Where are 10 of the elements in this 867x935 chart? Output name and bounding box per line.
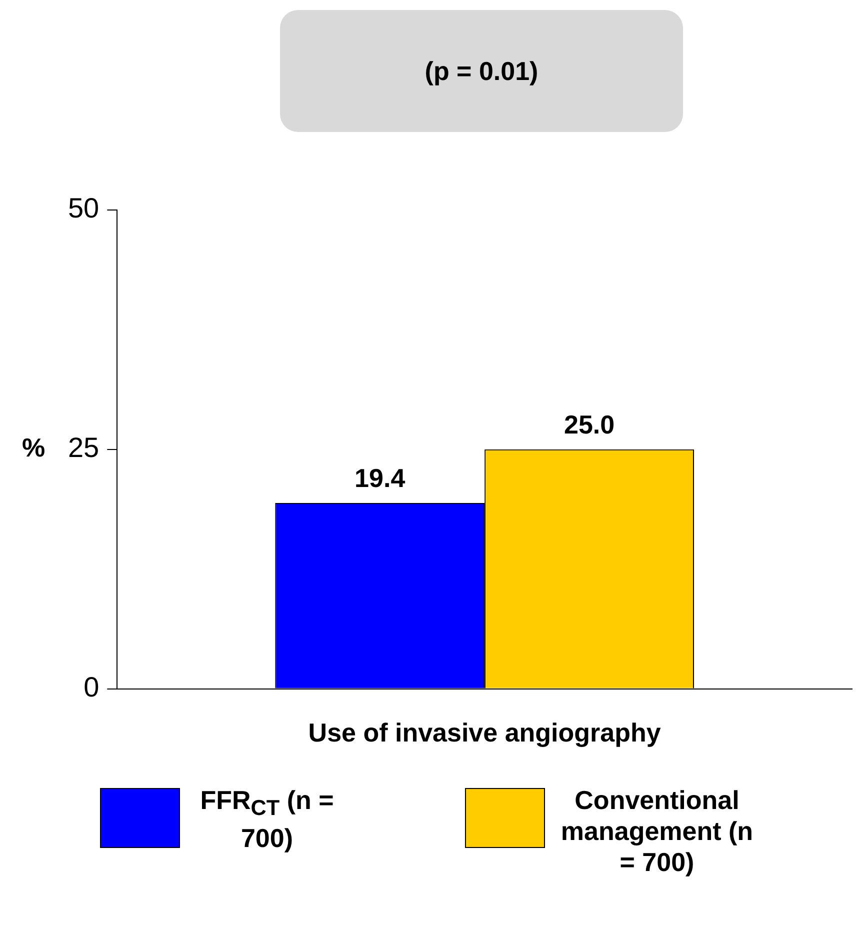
legend-label: FFR$_{CT}$ (n = 700) [199, 785, 335, 854]
x-tick-label: Use of invasive angiography [308, 718, 662, 748]
data-label: 19.4 [354, 463, 406, 494]
y-tick-label: 50 [68, 192, 100, 224]
y-axis-title: % [22, 432, 46, 463]
y-tick-label: 0 [84, 672, 100, 703]
data-label: 25.0 [564, 410, 615, 440]
legend-label: Conventional management (n = 700) [560, 785, 754, 878]
text: (p = 0.01) [280, 10, 683, 132]
y-tick-label: 25 [68, 432, 100, 464]
